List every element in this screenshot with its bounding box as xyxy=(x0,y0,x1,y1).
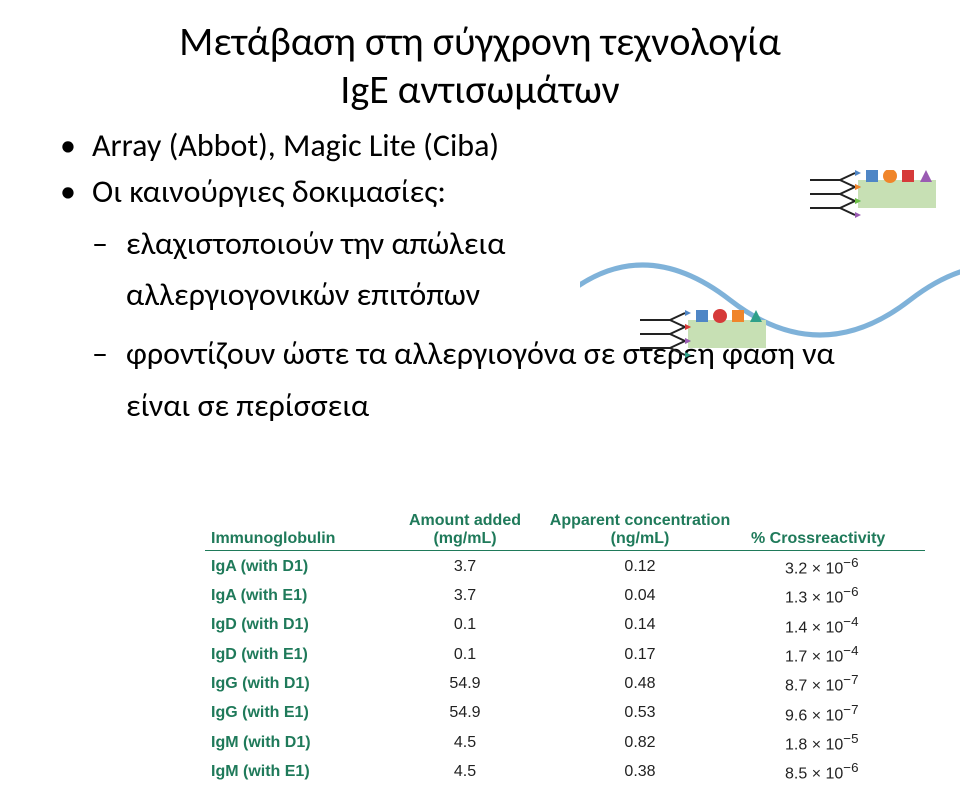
cell-ig: IgA (with E1) xyxy=(205,580,395,609)
cell-cross: 1.4 × 10−4 xyxy=(745,610,925,639)
cell-conc: 0.48 xyxy=(535,668,745,697)
cell-amount: 3.7 xyxy=(395,580,535,609)
table-row: IgD (with D1)0.10.141.4 × 10−4 xyxy=(205,610,925,639)
cell-cross: 8.7 × 10−7 xyxy=(745,668,925,697)
cell-amount: 3.7 xyxy=(395,551,535,581)
cell-amount: 54.9 xyxy=(395,698,535,727)
table-header: Immunoglobulin Amount added (mg/mL) Appa… xyxy=(205,508,925,551)
cell-conc: 0.17 xyxy=(535,639,745,668)
th-amount: Amount added (mg/mL) xyxy=(395,508,535,551)
table-row: IgG (with D1)54.90.488.7 × 10−7 xyxy=(205,668,925,697)
cell-amount: 4.5 xyxy=(395,756,535,785)
cell-conc: 0.82 xyxy=(535,727,745,756)
bullet-array: Array (Abbot), Magic Lite (Ciba) xyxy=(60,126,930,166)
table-row: IgM (with D1)4.50.821.8 × 10−5 xyxy=(205,727,925,756)
cell-amount: 0.1 xyxy=(395,610,535,639)
epitope-diagram xyxy=(580,170,960,390)
cell-ig: IgM (with E1) xyxy=(205,756,395,785)
slide-title: Μετάβαση στη σύγχρονη τεχνολογία IgE αντ… xyxy=(0,0,960,118)
cell-cross: 1.3 × 10−6 xyxy=(745,580,925,609)
th-crossreactivity: % Crossreactivity xyxy=(745,508,925,551)
antibodies-lower xyxy=(640,310,691,358)
cell-cross: 9.6 × 10−7 xyxy=(745,698,925,727)
well-upper xyxy=(858,170,936,208)
cell-ig: IgD (with D1) xyxy=(205,610,395,639)
cell-cross: 1.8 × 10−5 xyxy=(745,727,925,756)
antibodies-upper xyxy=(810,170,861,218)
cell-ig: IgG (with E1) xyxy=(205,698,395,727)
table-row: IgG (with E1)54.90.539.6 × 10−7 xyxy=(205,698,925,727)
th-immunoglobulin: Immunoglobulin xyxy=(205,508,395,551)
cell-conc: 0.12 xyxy=(535,551,745,581)
cell-conc: 0.53 xyxy=(535,698,745,727)
cell-conc: 0.38 xyxy=(535,756,745,785)
th-concentration: Apparent concentration (ng/mL) xyxy=(535,508,745,551)
title-line-1: Μετάβαση στη σύγχρονη τεχνολογία xyxy=(179,17,781,66)
cell-ig: IgA (with D1) xyxy=(205,551,395,581)
title-line-2: IgE αντισωμάτων xyxy=(340,65,619,114)
well-lower xyxy=(688,309,766,348)
cell-ig: IgG (with D1) xyxy=(205,668,395,697)
cell-ig: IgD (with E1) xyxy=(205,639,395,668)
cell-cross: 8.5 × 10−6 xyxy=(745,756,925,785)
cell-amount: 54.9 xyxy=(395,668,535,697)
table-row: IgM (with E1)4.50.388.5 × 10−6 xyxy=(205,756,925,785)
wave-line xyxy=(580,265,960,335)
crossreactivity-table: Immunoglobulin Amount added (mg/mL) Appa… xyxy=(205,508,925,786)
sub-bullet-minimize: ελαχιστοποιούν την απώλεια αλλεργιογονικ… xyxy=(92,218,572,320)
table-row: IgA (with E1)3.70.041.3 × 10−6 xyxy=(205,580,925,609)
cell-amount: 0.1 xyxy=(395,639,535,668)
cell-amount: 4.5 xyxy=(395,727,535,756)
cell-cross: 3.2 × 10−6 xyxy=(745,551,925,581)
cell-conc: 0.14 xyxy=(535,610,745,639)
table-body: IgA (with D1)3.70.123.2 × 10−6IgA (with … xyxy=(205,551,925,786)
cell-cross: 1.7 × 10−4 xyxy=(745,639,925,668)
table-row: IgA (with D1)3.70.123.2 × 10−6 xyxy=(205,551,925,581)
table-row: IgD (with E1)0.10.171.7 × 10−4 xyxy=(205,639,925,668)
cell-conc: 0.04 xyxy=(535,580,745,609)
cell-ig: IgM (with D1) xyxy=(205,727,395,756)
